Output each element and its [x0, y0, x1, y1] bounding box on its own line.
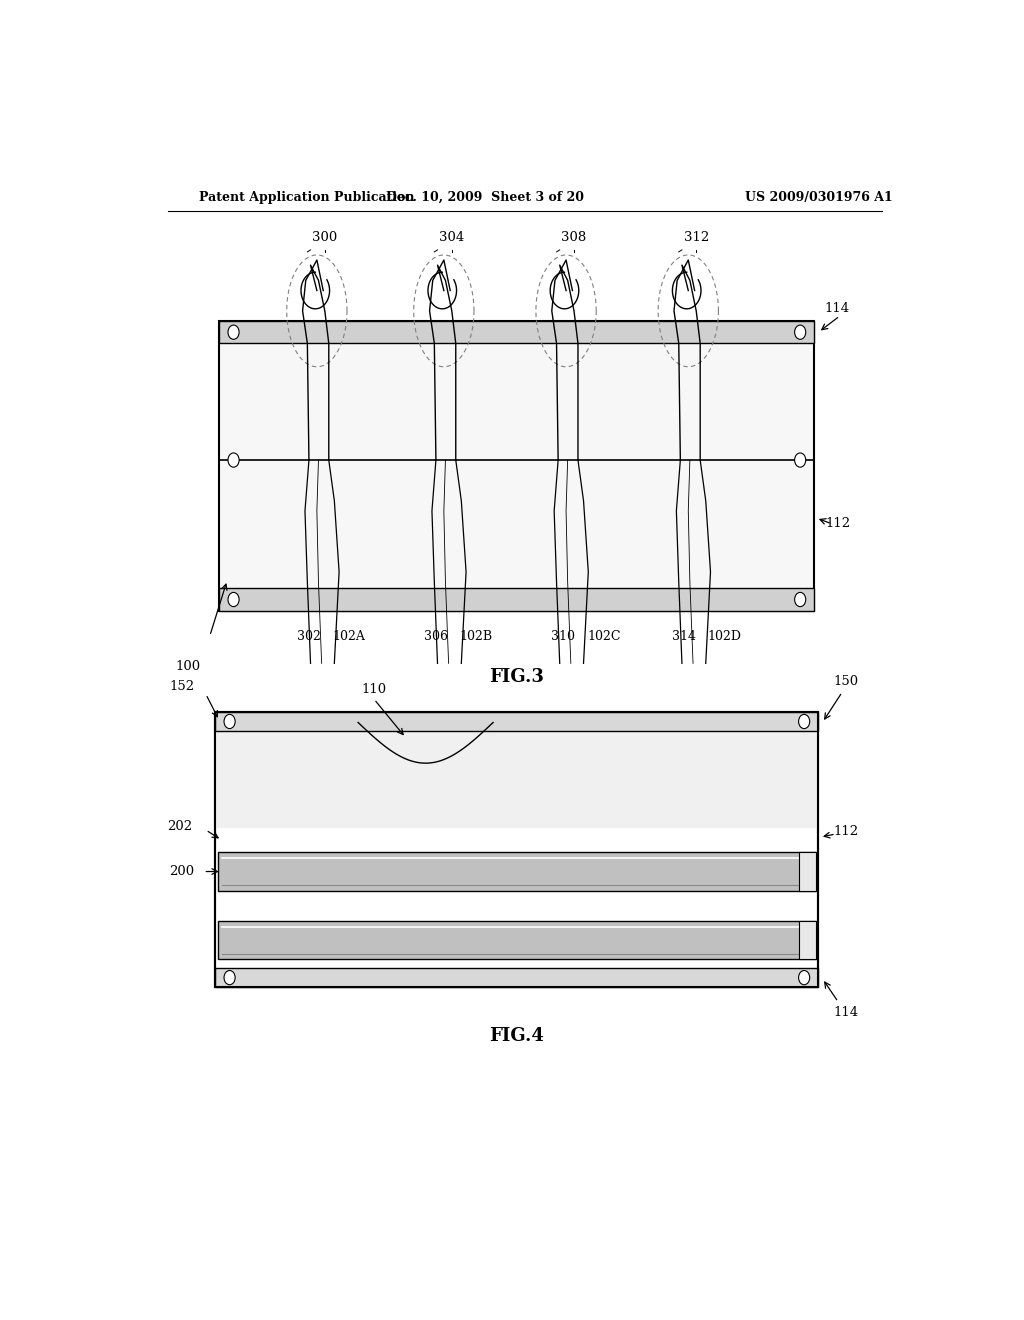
Text: 100: 100	[175, 660, 200, 673]
Text: 308: 308	[561, 231, 587, 244]
Text: 150: 150	[834, 676, 859, 688]
Bar	[799, 853, 816, 891]
Text: 112: 112	[825, 517, 851, 531]
Text: FIG.3: FIG.3	[489, 668, 545, 686]
Text: 110: 110	[361, 684, 387, 697]
Circle shape	[799, 970, 810, 985]
Text: 314: 314	[672, 630, 695, 643]
Circle shape	[795, 325, 806, 339]
Text: 304: 304	[439, 231, 465, 244]
Text: 310: 310	[551, 630, 574, 643]
Text: 202: 202	[167, 821, 193, 833]
Bar	[219, 321, 814, 611]
Bar	[218, 921, 816, 960]
Bar	[215, 713, 818, 828]
Text: Patent Application Publication: Patent Application Publication	[200, 190, 415, 203]
Text: 114: 114	[834, 1006, 859, 1019]
Text: 102C: 102C	[588, 630, 621, 643]
Circle shape	[228, 593, 240, 607]
Bar	[215, 713, 818, 987]
Text: 112: 112	[834, 825, 859, 838]
Circle shape	[224, 970, 236, 985]
Text: 306: 306	[424, 630, 447, 643]
Circle shape	[795, 453, 806, 467]
Circle shape	[228, 325, 240, 339]
Bar	[219, 589, 814, 611]
Text: 300: 300	[312, 231, 338, 244]
Bar	[215, 969, 818, 987]
Text: US 2009/0301976 A1: US 2009/0301976 A1	[744, 190, 892, 203]
Text: 102D: 102D	[708, 630, 741, 643]
Bar	[215, 713, 818, 987]
Text: 102A: 102A	[332, 630, 366, 643]
Text: FIG.4: FIG.4	[489, 1027, 545, 1044]
Bar	[218, 853, 816, 891]
Text: 152: 152	[169, 680, 195, 693]
Circle shape	[224, 714, 236, 729]
Circle shape	[228, 453, 240, 467]
Bar	[219, 321, 814, 343]
Text: 312: 312	[684, 231, 709, 244]
Text: 302: 302	[297, 630, 321, 643]
Text: Dec. 10, 2009  Sheet 3 of 20: Dec. 10, 2009 Sheet 3 of 20	[386, 190, 584, 203]
Text: 114: 114	[824, 302, 849, 315]
Circle shape	[799, 714, 810, 729]
Bar	[799, 921, 816, 960]
Text: 200: 200	[169, 865, 195, 878]
Circle shape	[795, 593, 806, 607]
Text: 102B: 102B	[459, 630, 493, 643]
Bar	[215, 713, 818, 731]
